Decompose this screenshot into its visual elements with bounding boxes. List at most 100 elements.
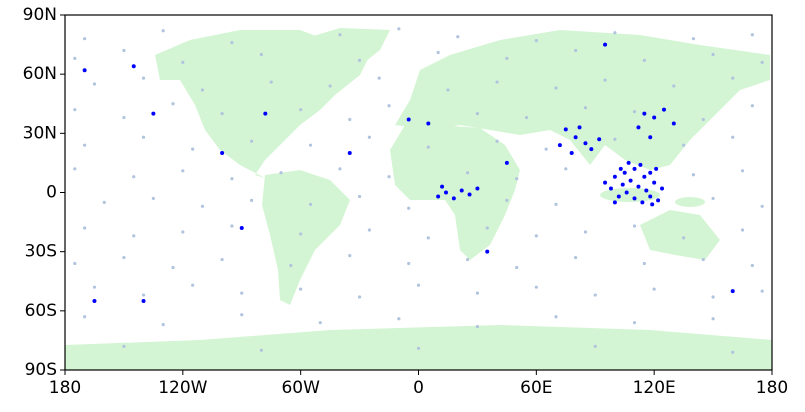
point	[456, 35, 460, 39]
point	[485, 249, 490, 254]
point	[632, 166, 637, 171]
point	[573, 135, 578, 140]
point	[141, 298, 146, 303]
point	[638, 162, 643, 167]
point	[151, 196, 155, 201]
point	[377, 76, 381, 80]
x-tick-label: 0	[413, 378, 424, 398]
point	[632, 196, 637, 201]
point	[73, 56, 77, 60]
australia	[640, 210, 720, 260]
point	[640, 200, 645, 205]
y-tick-label: 90S	[25, 360, 57, 380]
point	[711, 317, 715, 321]
point	[83, 143, 87, 147]
point	[171, 265, 175, 270]
point	[387, 175, 391, 179]
point	[608, 186, 613, 191]
point	[416, 283, 421, 287]
point	[711, 295, 715, 299]
point	[406, 117, 411, 122]
point	[760, 204, 764, 208]
point	[122, 344, 126, 348]
x-tick-label: 120E	[633, 378, 676, 398]
x-tick-label: 120W	[158, 378, 207, 398]
x-tick-label: 60W	[281, 378, 320, 398]
point	[672, 84, 676, 88]
point	[711, 196, 715, 201]
point	[436, 194, 441, 199]
point	[648, 135, 653, 140]
point	[299, 232, 303, 236]
point	[505, 56, 509, 60]
x-tick-label: 180	[49, 378, 81, 398]
point	[760, 289, 764, 293]
point	[636, 184, 641, 189]
point	[554, 202, 558, 206]
point	[249, 139, 254, 143]
point	[426, 121, 431, 126]
point	[644, 188, 649, 193]
point	[652, 180, 657, 185]
point	[613, 137, 617, 141]
point	[338, 167, 342, 171]
point	[141, 135, 146, 139]
point	[181, 169, 185, 173]
point	[577, 125, 582, 130]
point	[648, 194, 653, 199]
point	[682, 236, 686, 240]
point	[122, 115, 126, 120]
point	[597, 137, 602, 142]
point	[181, 230, 185, 234]
point	[397, 27, 401, 31]
point	[92, 82, 97, 86]
point	[671, 121, 676, 126]
point	[711, 52, 715, 57]
point	[603, 42, 608, 47]
y-tick-label: 60S	[25, 301, 57, 321]
point	[299, 287, 303, 291]
point	[750, 104, 754, 108]
point	[357, 295, 362, 299]
point	[102, 200, 106, 204]
point	[701, 257, 705, 262]
point	[407, 261, 411, 266]
point	[191, 147, 195, 151]
point	[73, 261, 77, 266]
point	[161, 323, 165, 327]
point	[620, 182, 625, 187]
point	[141, 293, 146, 297]
point	[632, 110, 637, 114]
point	[83, 37, 87, 41]
point	[731, 135, 735, 139]
point	[467, 192, 472, 197]
point	[367, 135, 372, 139]
point	[654, 166, 659, 171]
point	[132, 234, 136, 238]
point	[534, 39, 538, 43]
point	[636, 125, 641, 130]
point	[534, 285, 538, 289]
point	[563, 127, 568, 132]
point	[348, 254, 352, 258]
point	[691, 173, 696, 177]
point	[515, 177, 519, 181]
point	[612, 174, 617, 179]
point	[613, 31, 617, 35]
point	[504, 160, 509, 165]
point	[141, 76, 146, 80]
point	[151, 111, 156, 116]
point	[624, 190, 629, 195]
point	[583, 106, 588, 110]
point	[220, 151, 225, 156]
point	[230, 177, 234, 181]
x-tick-label: 180	[756, 378, 788, 398]
point	[318, 321, 322, 325]
y-tick-label: 30N	[23, 123, 57, 143]
point	[593, 344, 597, 348]
point	[730, 289, 735, 294]
point	[259, 348, 263, 352]
point	[616, 194, 621, 199]
point	[230, 224, 234, 228]
point	[574, 48, 578, 53]
